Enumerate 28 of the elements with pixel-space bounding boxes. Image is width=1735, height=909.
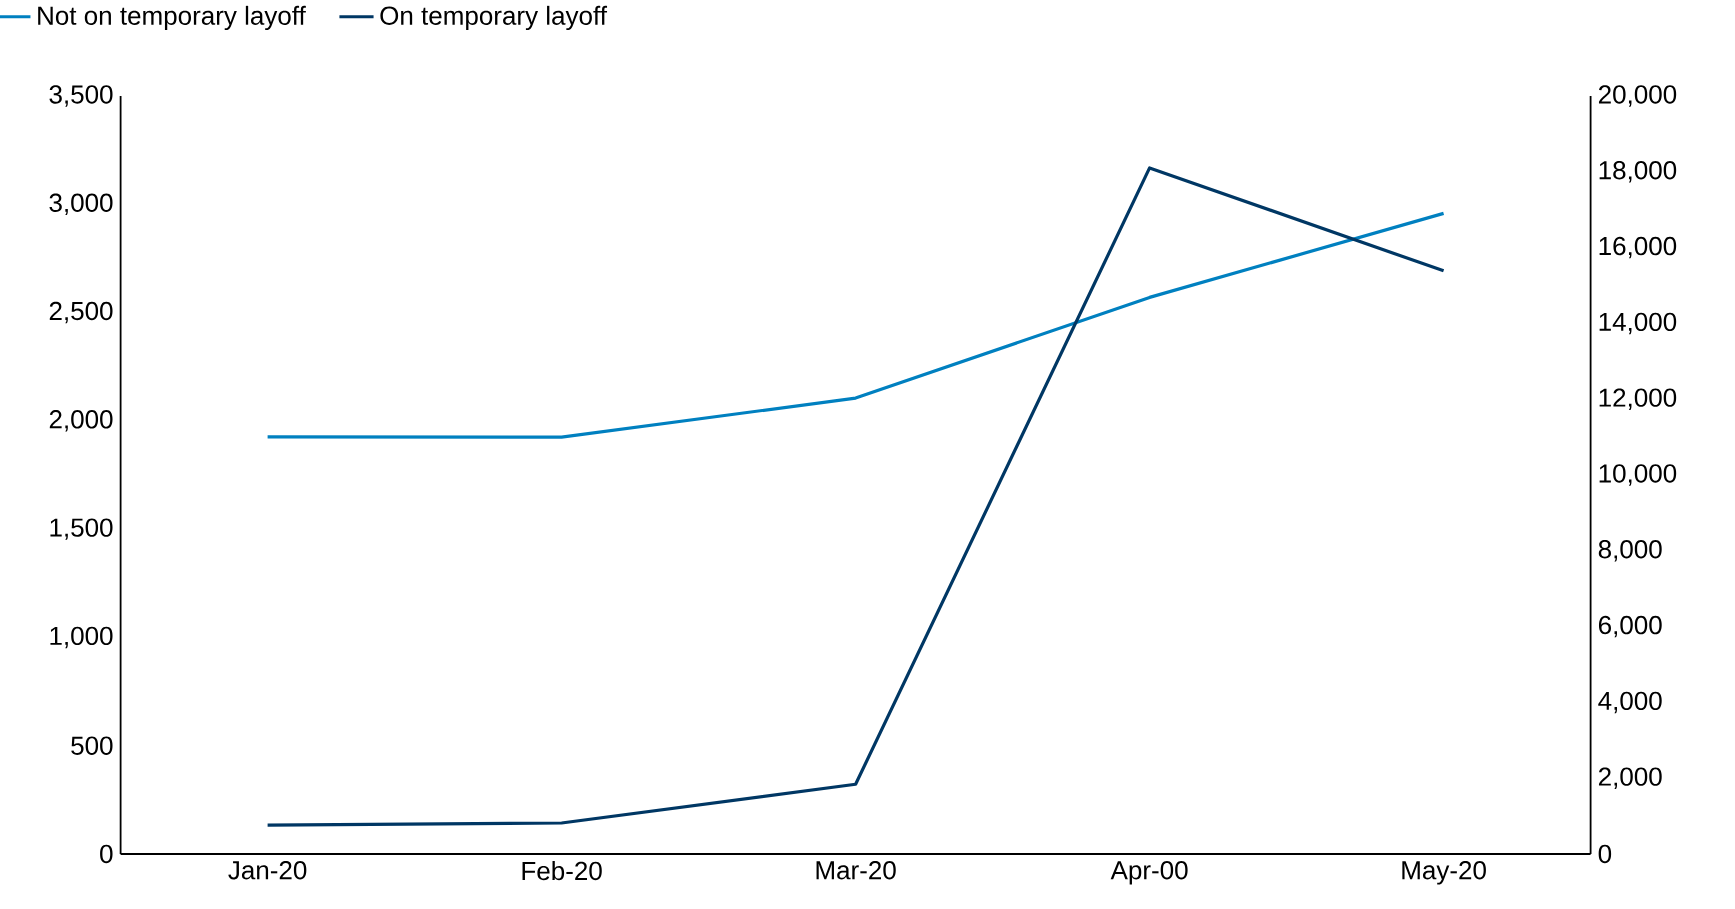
x-tick-label: Feb-20 [522, 861, 602, 881]
y-tick-label: 0 [100, 844, 113, 864]
line-series [266, 211, 1446, 439]
y-tick-label: 3,500 [49, 85, 113, 107]
y-tick-label: 1,500 [50, 518, 113, 540]
y-tick-label: 3,000 [49, 193, 113, 216]
y2-tick-label: 18,000 [1599, 161, 1677, 183]
line-series [266, 166, 1446, 827]
legend-label: On temporary layoff [380, 5, 608, 31]
y-tick-label: 2,000 [49, 410, 113, 432]
y-tick-label: 500 [71, 736, 113, 755]
y2-tick-label: 8,000 [1598, 540, 1662, 562]
x-tick-label: May-20 [1402, 861, 1486, 885]
y2-tick-label: 0 [1598, 844, 1612, 864]
y2-tick-label: 14,000 [1599, 312, 1677, 335]
y2-tick-label: 6,000 [1598, 615, 1662, 638]
x-tick-label: Mar-20 [816, 861, 896, 880]
y2-tick-label: 12,000 [1599, 388, 1677, 410]
x-tick-label: Jan-20 [228, 861, 307, 880]
y2-tick-label: 2,000 [1598, 767, 1662, 789]
y-tick-label: 2,500 [49, 301, 113, 324]
legend-label: Not on temporary layoff [38, 5, 306, 31]
y2-tick-label: 4,000 [1598, 691, 1662, 714]
y2-tick-label: 16,000 [1599, 236, 1677, 259]
y2-tick-label: 10,000 [1599, 464, 1677, 486]
x-tick-label: Apr-00 [1110, 861, 1188, 885]
y-tick-label: 1,000 [50, 626, 113, 649]
y2-tick-label: 20,000 [1598, 85, 1677, 107]
